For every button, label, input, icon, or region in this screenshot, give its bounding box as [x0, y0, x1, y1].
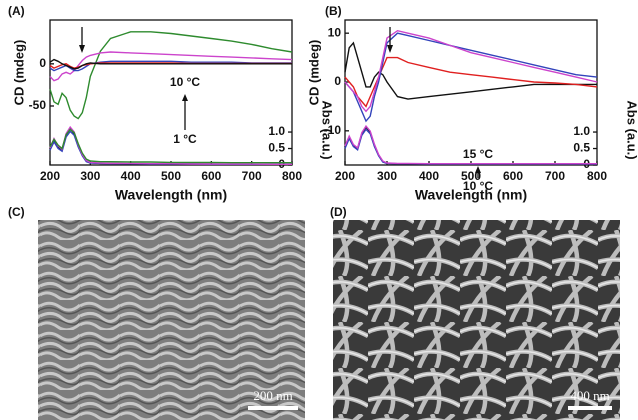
scale-bar-label: 400 nm	[570, 388, 609, 403]
x-tick-label: 500	[161, 169, 181, 183]
x-tick-label: 400	[419, 169, 439, 183]
data-line	[49, 58, 292, 70]
x-tick-label: 800	[282, 169, 302, 183]
plot-frame	[49, 19, 293, 166]
y-tick-label: 10	[328, 25, 342, 39]
y-tick-label: 0	[39, 56, 46, 70]
annotation: 10 °C	[170, 75, 200, 89]
arrow-head	[475, 166, 481, 173]
y2-axis-label: Abs (a.u.)	[625, 100, 638, 159]
scale-bar-label: 200 nm	[253, 388, 292, 403]
x-tick-label: 400	[121, 169, 141, 183]
x-tick-label: 600	[201, 169, 221, 183]
x-tick-label: 300	[377, 169, 397, 183]
data-line	[344, 124, 597, 165]
x-tick-label: 700	[242, 169, 262, 183]
sem-image	[333, 220, 620, 420]
annotation: 15 °C	[463, 147, 493, 161]
data-line	[344, 29, 598, 113]
y-tick-label: -10	[324, 123, 342, 137]
x-axis-label: Wavelength (nm)	[415, 187, 527, 203]
panel-label: (A)	[8, 4, 25, 18]
arrow-head	[387, 45, 393, 53]
data-line	[49, 128, 292, 164]
x-axis-label: Wavelength (nm)	[115, 187, 227, 203]
panel-label: (C)	[8, 205, 25, 219]
panel-label: (B)	[325, 4, 342, 18]
arrow-head	[79, 45, 85, 53]
x-tick-label: 300	[80, 169, 100, 183]
panel-label: (D)	[330, 205, 347, 219]
y2-tick-label: 0.5	[573, 141, 590, 155]
sem-image	[38, 220, 305, 420]
annotation: 1 °C	[173, 132, 197, 146]
y-axis-label: CD (mdeg)	[11, 40, 26, 106]
data-line	[49, 51, 293, 82]
x-tick-label: 200	[335, 169, 355, 183]
x-tick-label: 800	[587, 169, 607, 183]
x-tick-label: 700	[545, 169, 565, 183]
y2-tick-label: 1.0	[573, 124, 590, 138]
y-axis-label: CD (mdeg)	[306, 40, 321, 106]
y2-tick-label: 0.5	[268, 141, 285, 155]
y-tick-label: 0	[334, 74, 341, 88]
data-line	[344, 56, 598, 108]
x-tick-label: 600	[503, 169, 523, 183]
y2-tick-label: 1.0	[268, 124, 285, 138]
y-tick-label: -50	[29, 98, 47, 112]
data-line	[344, 32, 598, 123]
annotation: 10 °C	[463, 179, 493, 193]
arrow-head	[182, 94, 188, 101]
x-tick-label: 200	[40, 169, 60, 183]
y2-axis-label: Abs (a.u.)	[320, 100, 335, 159]
data-line	[344, 41, 597, 100]
